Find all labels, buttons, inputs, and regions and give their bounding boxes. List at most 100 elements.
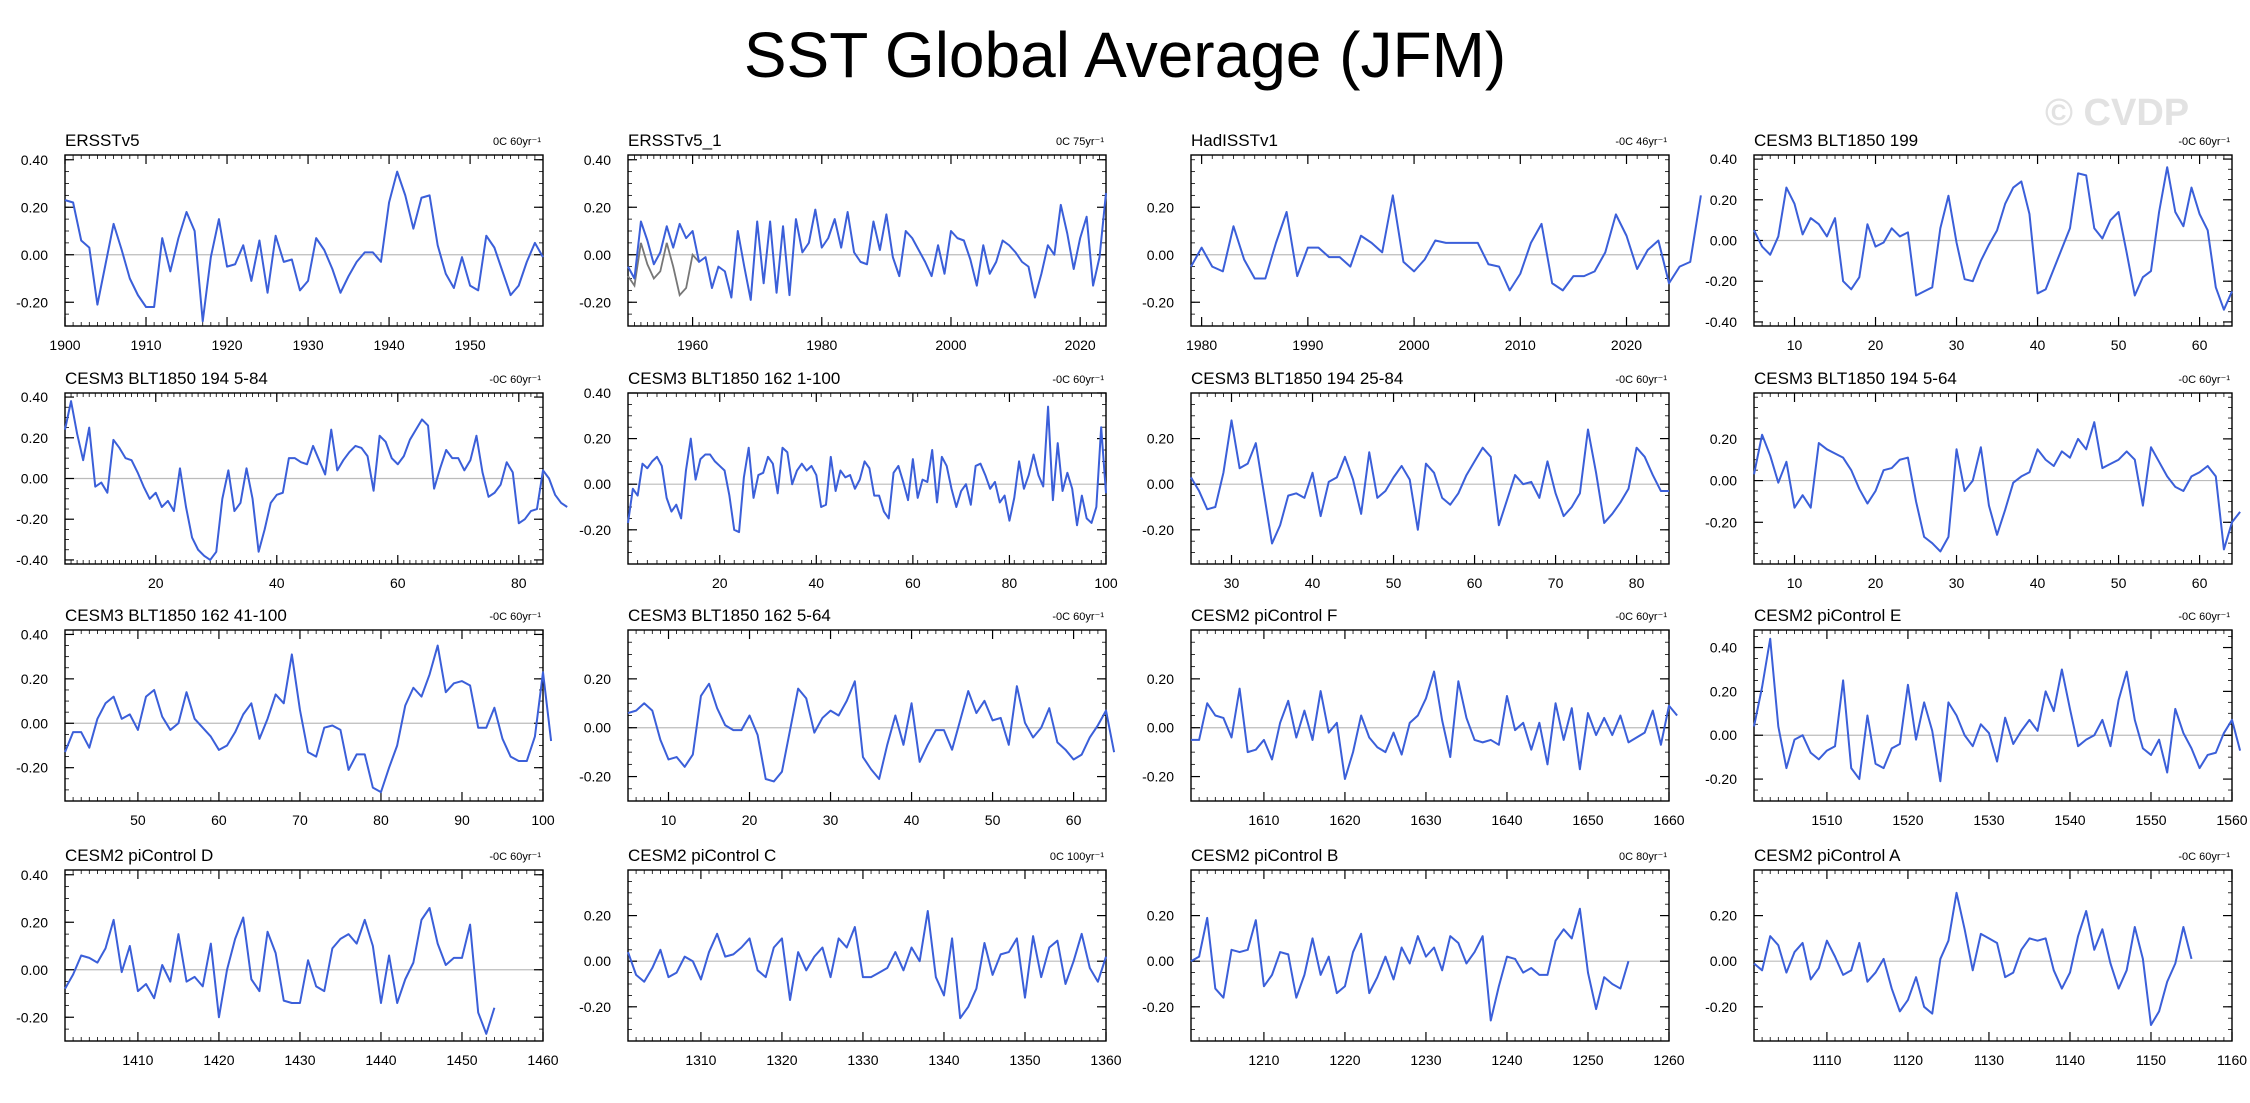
plot-frame: [1190, 869, 1670, 1042]
y-tick-label: -0.20: [579, 769, 611, 785]
trend-label: 0C 60yr⁻¹: [493, 136, 541, 148]
figure-title: SST Global Average (JFM): [743, 19, 1507, 91]
series-line: [1753, 637, 2242, 783]
y-tick-label: 0.00: [21, 715, 48, 731]
panel-title: CESM2 piControl B: [1191, 846, 1338, 865]
panel-2: 1960 1980 2000 2020 -0.20 0.00 0.20 0.40 ERSSTv5…: [579, 131, 1107, 353]
y-tick-label: 0.20: [1147, 908, 1174, 924]
x-tick-label: 1160: [2217, 1052, 2247, 1068]
x-tick-label: 60: [1467, 575, 1483, 591]
x-tick-label: 80: [1002, 575, 1018, 591]
panel-title: CESM3 BLT1850 199: [1754, 131, 1918, 150]
y-tick-label: 0.20: [1710, 683, 1737, 699]
y-tick-label: -0.20: [1142, 294, 1174, 310]
trend-label: -0C 60yr⁻¹: [489, 851, 541, 863]
trend-label: -0C 60yr⁻¹: [2178, 136, 2230, 148]
x-tick-label: 20: [1868, 575, 1884, 591]
y-tick-label: -0.20: [16, 511, 48, 527]
x-tick-label: 1410: [122, 1052, 153, 1068]
trend-label: -0C 60yr⁻¹: [1052, 611, 1104, 623]
x-tick-label: 1960: [677, 337, 708, 353]
x-tick-label: 1980: [1186, 337, 1217, 353]
panel-title: CESM3 BLT1850 194 25-84: [1191, 369, 1403, 388]
y-tick-label: 0.20: [584, 431, 611, 447]
y-tick-label: -0.20: [579, 999, 611, 1015]
x-tick-label: 1930: [292, 337, 323, 353]
y-tick-label: 0.40: [584, 385, 611, 401]
x-tick-label: 2010: [1505, 337, 1536, 353]
x-tick-label: 60: [2192, 337, 2208, 353]
x-tick-label: 1250: [1572, 1052, 1603, 1068]
x-tick-label: 1260: [1653, 1052, 1684, 1068]
x-tick-label: 1530: [1973, 812, 2004, 828]
x-tick-label: 50: [2111, 575, 2127, 591]
y-tick-label: 0.00: [21, 247, 48, 263]
panel-title: CESM2 piControl D: [65, 846, 213, 865]
panel-9: 50 60 70 80 90 100 -0.20 0.00 0.20 0.40 CESM3 BLT1…: [16, 606, 555, 828]
plot-frame: [627, 154, 1107, 327]
y-tick-label: -0.20: [1705, 771, 1737, 787]
x-tick-label: 50: [985, 812, 1001, 828]
x-tick-label: 1330: [847, 1052, 878, 1068]
y-tick-label: 0.20: [1147, 671, 1174, 687]
y-tick-label: -0.20: [1705, 273, 1737, 289]
y-tick-label: 0.00: [584, 953, 611, 969]
series-line: [1190, 194, 1702, 292]
panel-title: CESM2 piControl A: [1754, 846, 1901, 865]
x-tick-label: 50: [2111, 337, 2127, 353]
y-tick-label: 0.40: [21, 389, 48, 405]
x-tick-label: 1910: [130, 337, 161, 353]
x-tick-label: 1430: [284, 1052, 315, 1068]
x-tick-label: 1540: [2054, 812, 2085, 828]
x-tick-label: 1520: [1892, 812, 1923, 828]
y-tick-label: 0.00: [584, 247, 611, 263]
x-tick-label: 40: [1305, 575, 1321, 591]
y-tick-label: 0.40: [21, 626, 48, 642]
panel-title: CESM3 BLT1850 162 5-64: [628, 606, 831, 625]
x-tick-label: 1980: [806, 337, 837, 353]
y-tick-label: 0.20: [584, 671, 611, 687]
series-line: [1753, 166, 2233, 311]
y-tick-label: 0.20: [1147, 199, 1174, 215]
trend-label: -0C 60yr⁻¹: [2178, 374, 2230, 386]
x-tick-label: 60: [905, 575, 921, 591]
series-line: [1190, 419, 1669, 545]
panel-title: CESM3 BLT1850 194 5-84: [65, 369, 268, 388]
trend-label: -0C 60yr⁻¹: [2178, 611, 2230, 623]
y-tick-label: -0.20: [16, 1009, 48, 1025]
panel-12: 1510 1520 1530 1540 1550 1560 -0.20 0.00 0.20 0.4…: [1705, 606, 2248, 828]
y-tick-label: -0.20: [16, 760, 48, 776]
plot-frame: [64, 869, 544, 1042]
x-tick-label: 1900: [49, 337, 80, 353]
x-tick-label: 80: [511, 575, 527, 591]
x-tick-label: 40: [2030, 575, 2046, 591]
plot-frame: [1753, 869, 2233, 1042]
y-tick-label: 0.00: [1710, 953, 1737, 969]
plot-frame: [1753, 392, 2233, 565]
x-tick-label: 30: [1224, 575, 1240, 591]
trend-label: -0C 60yr⁻¹: [1615, 611, 1667, 623]
x-tick-label: 1440: [365, 1052, 396, 1068]
y-tick-label: 0.20: [21, 914, 48, 930]
y-tick-label: 0.00: [1710, 727, 1737, 743]
panel-title: ERSSTv5_1: [628, 131, 722, 150]
x-tick-label: 1350: [1009, 1052, 1040, 1068]
x-tick-label: 1560: [2216, 812, 2247, 828]
y-tick-label: -0.20: [1142, 522, 1174, 538]
x-tick-label: 20: [712, 575, 728, 591]
trend-label: 0C 75yr⁻¹: [1056, 136, 1104, 148]
x-tick-label: 100: [1094, 575, 1118, 591]
panel-5: 20 40 60 80 -0.40 -0.20 0.00 0.20 0.40 CESM3 BLT1…: [16, 369, 568, 591]
x-tick-label: 1650: [1572, 812, 1603, 828]
panel-13: 1410 1420 1430 1440 1450 1460 -0.20 0.00 0.20 0.4…: [16, 846, 559, 1068]
y-tick-label: 0.40: [1710, 151, 1737, 167]
x-tick-label: 1990: [1292, 337, 1323, 353]
x-tick-label: 100: [531, 812, 555, 828]
x-tick-label: 50: [1386, 575, 1402, 591]
x-tick-label: 1610: [1248, 812, 1279, 828]
panel-4: 10 20 30 40 50 60 -0.40 -0.20 0.00 0.20 0.40 CESM3 …: [1705, 131, 2233, 353]
x-tick-label: 1630: [1410, 812, 1441, 828]
plot-frame: [1190, 154, 1670, 327]
trend-label: 0C 80yr⁻¹: [1619, 851, 1667, 863]
